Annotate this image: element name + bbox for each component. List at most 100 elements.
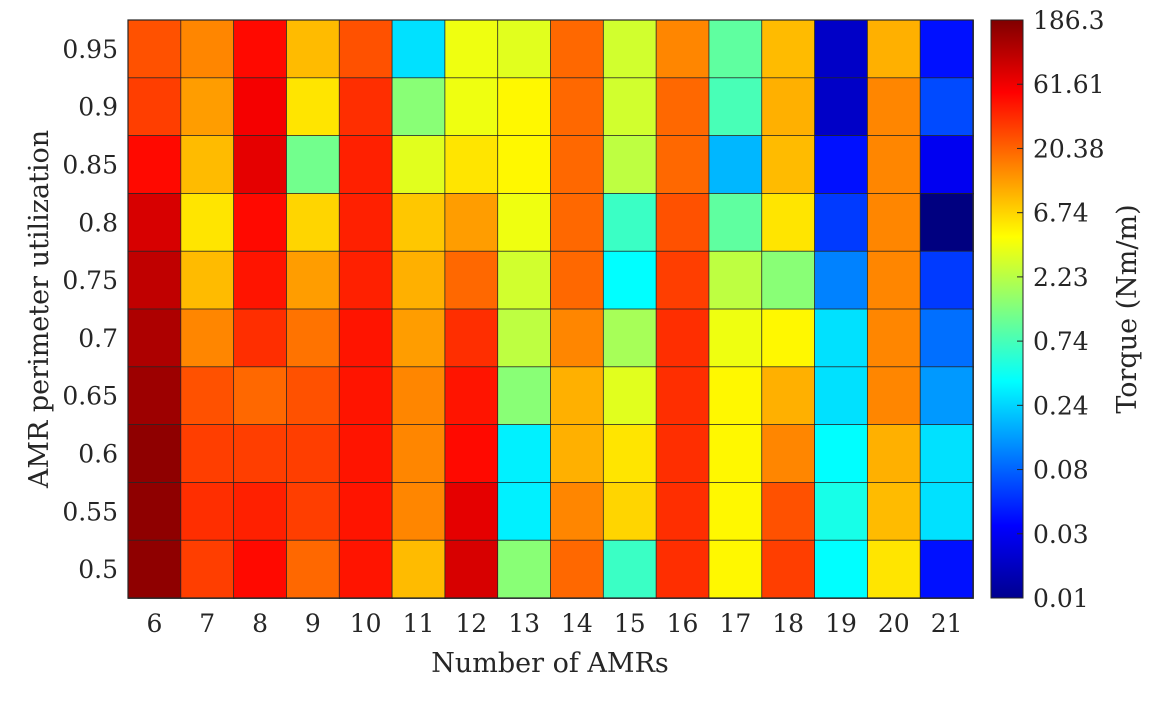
heatmap-cell bbox=[127, 481, 182, 542]
colorbar-tick-label: 0.01 bbox=[1033, 584, 1089, 613]
heatmap-cell bbox=[338, 366, 393, 426]
heatmap-cell bbox=[814, 424, 869, 484]
colorbar-label: Torque (Nm/m) bbox=[1112, 204, 1143, 413]
colorbar-tick-label: 20.38 bbox=[1033, 134, 1105, 163]
heatmap-cell bbox=[814, 192, 869, 253]
heatmap-cell bbox=[233, 424, 288, 484]
heatmap-cell bbox=[866, 192, 922, 253]
x-tick-label: 16 bbox=[667, 609, 699, 638]
heatmap-cell bbox=[286, 308, 341, 368]
x-tick-label: 12 bbox=[455, 609, 487, 638]
heatmap-cell bbox=[761, 308, 816, 368]
heatmap-cell bbox=[655, 192, 710, 253]
colorbar bbox=[990, 19, 1024, 599]
heatmap-cell bbox=[708, 366, 763, 426]
heatmap-cell bbox=[233, 19, 288, 79]
heatmap-cell bbox=[286, 481, 341, 542]
heatmap-cell bbox=[814, 366, 869, 426]
heatmap-cell bbox=[655, 366, 710, 426]
heatmap-cell bbox=[497, 481, 552, 542]
heatmap-cell bbox=[286, 250, 341, 310]
heatmap-cell bbox=[233, 250, 288, 310]
heatmap-cell bbox=[286, 192, 341, 253]
heatmap-cell bbox=[286, 539, 341, 599]
heatmap-cell bbox=[180, 135, 235, 195]
heatmap-cell bbox=[550, 424, 605, 484]
heatmap-cell bbox=[866, 135, 922, 195]
heatmap-cell bbox=[497, 308, 552, 368]
heatmap-cell bbox=[761, 192, 816, 253]
heatmap-cell bbox=[550, 19, 605, 79]
heatmap-cell bbox=[233, 539, 288, 599]
heatmap-cell bbox=[444, 135, 499, 195]
colorbar-tick-label: 186.3 bbox=[1033, 6, 1105, 35]
heatmap-cell bbox=[919, 192, 974, 253]
x-tick-label: 6 bbox=[146, 609, 162, 638]
heatmap-cell bbox=[338, 19, 393, 79]
heatmap-cell bbox=[919, 308, 974, 368]
heatmap-cell bbox=[761, 366, 816, 426]
heatmap-cell bbox=[127, 539, 182, 599]
heatmap-cell bbox=[127, 366, 182, 426]
heatmap-cell bbox=[338, 308, 393, 368]
heatmap-cell bbox=[708, 539, 763, 599]
heatmap-cell bbox=[338, 424, 393, 484]
heatmap-cell bbox=[444, 308, 499, 368]
plot-frame bbox=[127, 19, 974, 599]
heatmap-cell bbox=[338, 250, 393, 310]
heatmap-cell bbox=[233, 481, 288, 542]
heatmap-cell bbox=[761, 481, 816, 542]
heatmap-cell bbox=[602, 308, 658, 368]
colorbar-tick-label: 0.03 bbox=[1033, 520, 1089, 549]
heatmap-cell bbox=[180, 192, 235, 253]
heatmap-cell bbox=[866, 250, 922, 310]
heatmap-cell bbox=[180, 539, 235, 599]
heatmap-cell bbox=[866, 366, 922, 426]
heatmap-cell bbox=[761, 19, 816, 79]
heatmap-cell bbox=[919, 366, 974, 426]
heatmap-cell bbox=[391, 250, 446, 310]
heatmap-cell bbox=[391, 192, 446, 253]
heatmap-cell bbox=[655, 19, 710, 79]
heatmap-cell bbox=[391, 424, 446, 484]
y-tick-label: 0.6 bbox=[78, 440, 118, 469]
heatmap-cell bbox=[761, 539, 816, 599]
y-tick-label: 0.55 bbox=[62, 497, 118, 526]
heatmap-cell bbox=[127, 424, 182, 484]
heatmap-cell bbox=[602, 539, 658, 599]
heatmap-cell bbox=[497, 250, 552, 310]
x-tick-label: 15 bbox=[614, 609, 646, 638]
heatmap-cell bbox=[919, 135, 974, 195]
heatmap-cell bbox=[655, 539, 710, 599]
heatmap-cell bbox=[814, 250, 869, 310]
heatmap-cell bbox=[550, 366, 605, 426]
heatmap-cell bbox=[866, 539, 922, 599]
heatmap-cell bbox=[497, 366, 552, 426]
heatmap-cell bbox=[127, 19, 182, 79]
heatmap-cell bbox=[550, 481, 605, 542]
heatmap-cell bbox=[602, 424, 658, 484]
heatmap-cell bbox=[180, 308, 235, 368]
heatmap-cell bbox=[761, 250, 816, 310]
heatmap-cell bbox=[497, 424, 552, 484]
heatmap-cell bbox=[497, 77, 552, 137]
heatmap-cell bbox=[866, 424, 922, 484]
colorbar-ticks: 186.3 61.61 20.38 6.74 2.23 0.74 0.24 0.08 0.03 0… bbox=[1017, 6, 1105, 613]
heatmap-cell bbox=[497, 19, 552, 79]
heatmap-cell bbox=[391, 19, 446, 79]
heatmap-cell bbox=[919, 77, 974, 137]
heatmap-cell bbox=[814, 308, 869, 368]
x-tick-label: 9 bbox=[305, 609, 321, 638]
heatmap-cell bbox=[550, 77, 605, 137]
heatmap-cell bbox=[655, 424, 710, 484]
heatmap-cell bbox=[286, 135, 341, 195]
heatmap-cell bbox=[180, 19, 235, 79]
heatmap-cell bbox=[655, 250, 710, 310]
heatmap-cell bbox=[127, 192, 182, 253]
heatmap-cell bbox=[338, 481, 393, 542]
heatmap-cell bbox=[444, 424, 499, 484]
heatmap-cell bbox=[866, 77, 922, 137]
y-tick-label: 0.7 bbox=[78, 324, 118, 353]
y-tick-label: 0.95 bbox=[62, 35, 118, 64]
heatmap-cell bbox=[602, 366, 658, 426]
